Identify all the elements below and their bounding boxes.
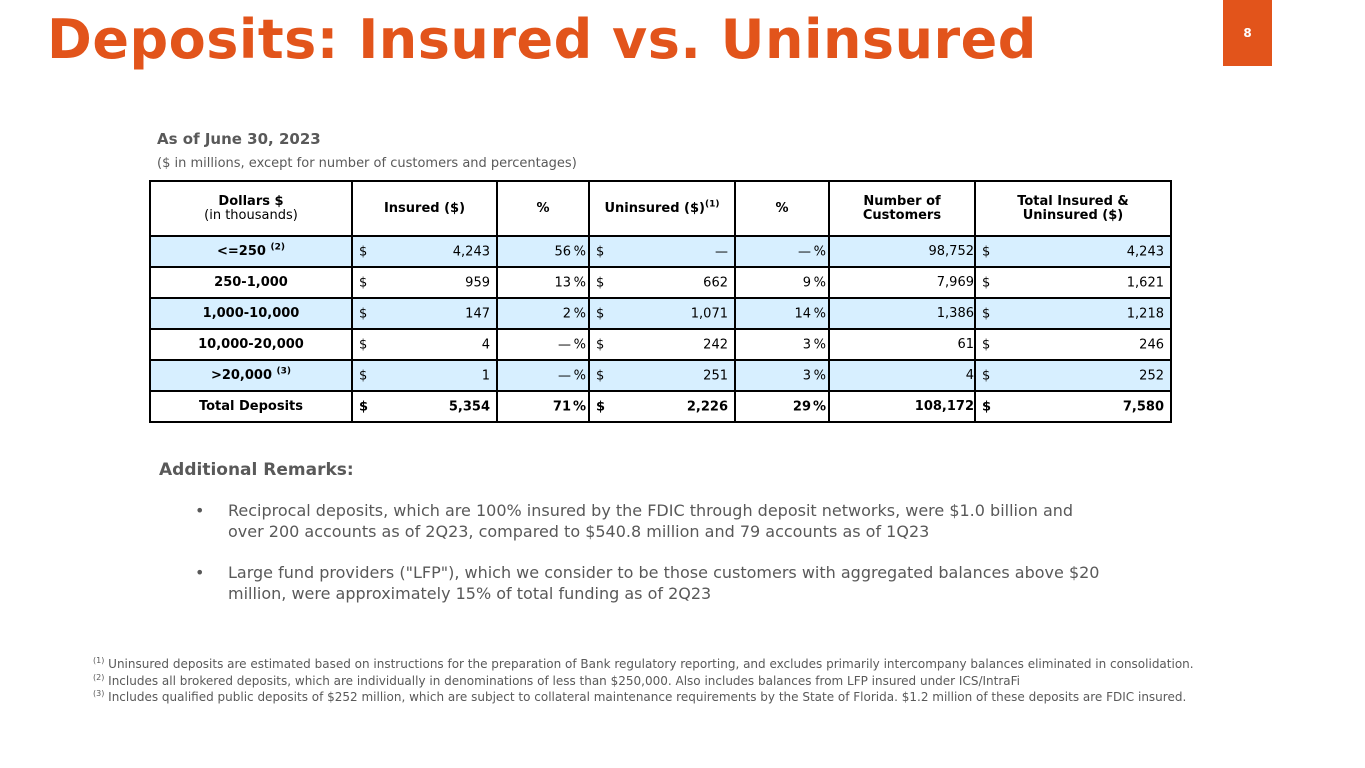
col-header-insured: Insured ($) — [351, 180, 498, 237]
row-label: 250-1,000 — [149, 266, 353, 299]
remark-line: Large fund providers ("LFP"), which we c… — [228, 563, 1100, 582]
col-header-dollars: Dollars $ (in thousands) — [149, 180, 353, 237]
uninsured-pct-cell: 14% — [734, 297, 829, 330]
uninsured-pct-cell: 3% — [734, 359, 829, 392]
customers-cell: 4 — [828, 359, 976, 392]
deposits-table: Dollars $ (in thousands) Insured ($) % Un… — [149, 180, 1172, 423]
insured-pct-cell: 13% — [496, 266, 589, 299]
total-cell: $246 — [974, 328, 1172, 361]
customers-cell: 7,969 — [828, 266, 976, 299]
insured-pct-cell: —% — [496, 359, 589, 392]
uninsured-pct-cell: 3% — [734, 328, 829, 361]
insured-cell: $4,243 — [351, 235, 498, 268]
total-cell: $4,243 — [974, 235, 1172, 268]
col-header-uninsured-pct: % — [734, 180, 830, 237]
uninsured-cell: $1,071 — [588, 297, 736, 330]
insured-pct-cell: 56% — [496, 235, 589, 268]
customers-cell: 61 — [828, 328, 976, 361]
table-row: <=250 (2) $4,243 56% $ — —% 98,752 $4,243 — [149, 235, 1172, 268]
page-number-badge: 8 — [1223, 0, 1272, 66]
uninsured-pct-cell: —% — [734, 235, 829, 268]
uninsured-cell: $ — — [588, 235, 736, 268]
insured-cell: $959 — [351, 266, 498, 299]
uninsured-pct-cell: 29% — [734, 390, 829, 423]
total-row: Total Deposits $5,354 71% $2,226 29% 108,172 $… — [149, 390, 1172, 423]
total-cell: $1,218 — [974, 297, 1172, 330]
page-title: Deposits: Insured vs. Uninsured — [47, 8, 1037, 71]
insured-pct-cell: 2% — [496, 297, 589, 330]
remark-line: over 200 accounts as of 2Q23, compared t… — [228, 522, 930, 541]
customers-cell: 1,386 — [828, 297, 976, 330]
uninsured-cell: $251 — [588, 359, 736, 392]
total-cell: $1,621 — [974, 266, 1172, 299]
table-row: >20,000 (3) $1—% $251 3% 4 $252 — [149, 359, 1172, 392]
row-label: <=250 (2) — [149, 235, 353, 268]
uninsured-cell: $2,226 — [588, 390, 736, 423]
insured-cell: $147 — [351, 297, 498, 330]
units-note: ($ in millions, except for number of cus… — [157, 156, 577, 171]
total-cell: $7,580 — [974, 390, 1172, 423]
insured-cell: $5,354 — [351, 390, 498, 423]
as-of-date: As of June 30, 2023 — [157, 130, 321, 148]
row-label: 1,000-10,000 — [149, 297, 353, 330]
customers-cell: 98,752 — [828, 235, 976, 268]
row-label: >20,000 (3) — [149, 359, 353, 392]
table-row: 10,000-20,000 $4—% $242 3% 61 $246 — [149, 328, 1172, 361]
insured-pct-cell: 71% — [496, 390, 589, 423]
col-header-customers: Number of Customers — [828, 180, 976, 237]
col-header-uninsured: Uninsured ($)(1) — [588, 180, 736, 237]
col-header-total: Total Insured & Uninsured ($) — [974, 180, 1172, 237]
table-header-row: Dollars $ (in thousands) Insured ($) % Un… — [149, 180, 1172, 237]
table-row: 250-1,000 $959 13% $662 9% 7,969 $1,621 — [149, 266, 1172, 299]
col-header-insured-pct: % — [496, 180, 590, 237]
footnote-1: (1) Uninsured deposits are estimated bas… — [93, 656, 1194, 671]
bullet-icon: • — [195, 563, 205, 582]
total-cell: $252 — [974, 359, 1172, 392]
uninsured-pct-cell: 9% — [734, 266, 829, 299]
insured-pct-cell: —% — [496, 328, 589, 361]
row-label: 10,000-20,000 — [149, 328, 353, 361]
footnote-2: (2) Includes all brokered deposits, whic… — [93, 673, 1020, 688]
footnote-3: (3) Includes qualified public deposits o… — [93, 689, 1187, 704]
remark-line: million, were approximately 15% of total… — [228, 584, 712, 603]
uninsured-cell: $662 — [588, 266, 736, 299]
row-label: Total Deposits — [149, 390, 353, 423]
uninsured-cell: $242 — [588, 328, 736, 361]
remark-line: Reciprocal deposits, which are 100% insu… — [228, 501, 1074, 520]
bullet-icon: • — [195, 501, 205, 520]
insured-cell: $1 — [351, 359, 498, 392]
remarks-heading: Additional Remarks: — [159, 460, 354, 480]
insured-cell: $4 — [351, 328, 498, 361]
customers-cell: 108,172 — [828, 390, 976, 423]
table-row: 1,000-10,000 $147 2% $1,071 14% 1,386 $1,218 — [149, 297, 1172, 330]
